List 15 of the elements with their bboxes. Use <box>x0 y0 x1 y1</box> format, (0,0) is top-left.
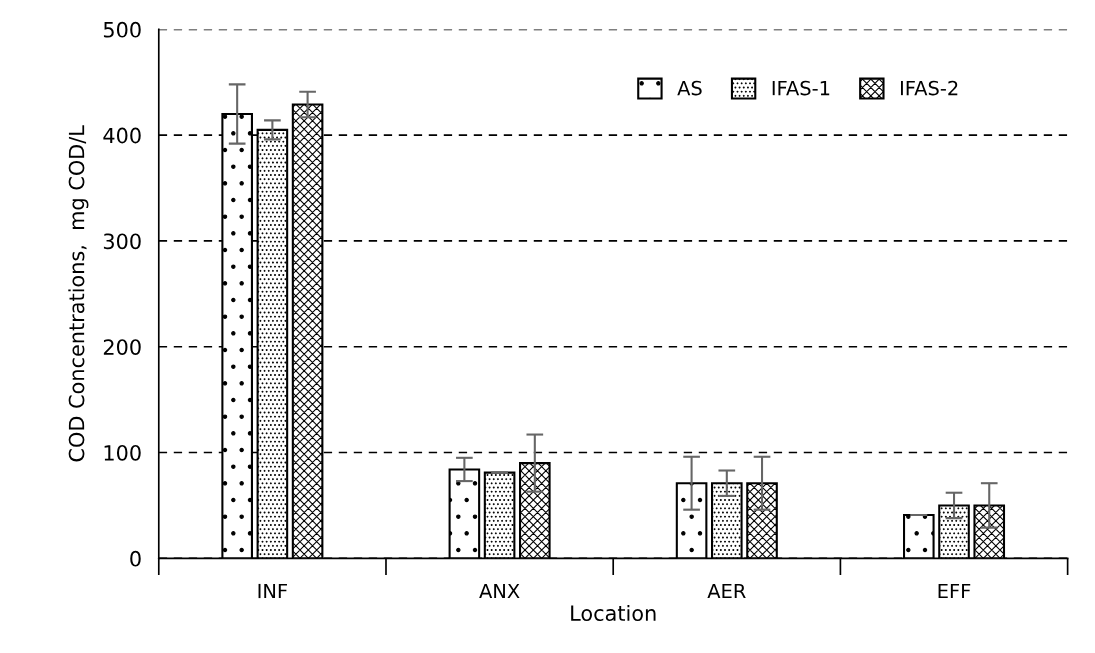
legend-label: IFAS-1 <box>772 80 830 96</box>
y-axis-title: COD Concentrations, mg COD/L <box>68 125 89 462</box>
x-tick-label: INF <box>258 583 287 599</box>
y-tick-label: 500 <box>103 21 141 38</box>
x-tick-label: EFF <box>938 583 971 599</box>
y-tick-label: 300 <box>103 233 141 250</box>
legend-label: AS <box>677 80 702 96</box>
x-tick-label: AER <box>707 583 746 599</box>
y-tick-label: 0 <box>130 550 141 567</box>
x-axis-title: Location <box>571 604 656 622</box>
legend-label: IFAS-2 <box>900 80 958 96</box>
y-tick-label: 200 <box>103 339 141 355</box>
y-tick-label: 100 <box>104 444 141 461</box>
x-tick-label: ANX <box>479 583 520 599</box>
y-tick-label: 400 <box>103 127 141 144</box>
